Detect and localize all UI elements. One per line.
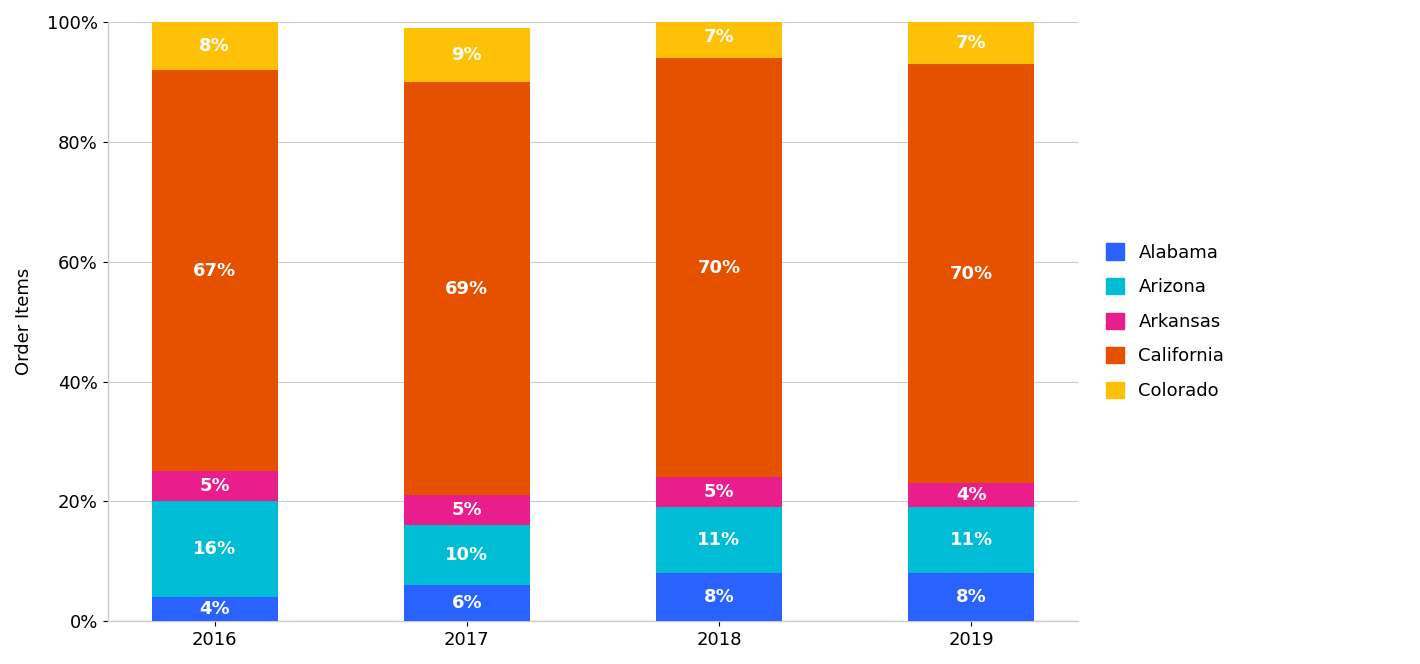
Text: 7%: 7% xyxy=(956,34,987,52)
Text: 11%: 11% xyxy=(950,531,993,549)
Y-axis label: Order Items: Order Items xyxy=(16,268,33,375)
Bar xyxy=(152,70,278,471)
Text: 70%: 70% xyxy=(697,259,740,277)
Bar xyxy=(152,22,278,70)
Bar xyxy=(907,573,1034,622)
Text: 16%: 16% xyxy=(193,540,236,558)
Legend: Alabama, Arizona, Arkansas, California, Colorado: Alabama, Arizona, Arkansas, California, … xyxy=(1096,234,1234,409)
Text: 7%: 7% xyxy=(703,28,734,46)
Bar xyxy=(152,471,278,501)
Bar xyxy=(403,586,530,622)
Text: 70%: 70% xyxy=(950,265,993,283)
Bar xyxy=(656,16,782,58)
Text: 10%: 10% xyxy=(446,546,488,564)
Text: 8%: 8% xyxy=(703,588,734,606)
Bar xyxy=(656,58,782,477)
Bar xyxy=(907,507,1034,573)
Text: 8%: 8% xyxy=(199,37,230,55)
Text: 4%: 4% xyxy=(956,487,987,505)
Bar xyxy=(656,573,782,622)
Bar xyxy=(152,501,278,598)
Text: 69%: 69% xyxy=(446,280,488,297)
Bar xyxy=(403,82,530,495)
Text: 4%: 4% xyxy=(199,600,230,618)
Text: 5%: 5% xyxy=(199,477,230,495)
Bar xyxy=(403,495,530,525)
Bar xyxy=(656,507,782,573)
Text: 9%: 9% xyxy=(452,46,483,64)
Text: 11%: 11% xyxy=(697,531,740,549)
Text: 8%: 8% xyxy=(956,588,987,606)
Text: 67%: 67% xyxy=(193,262,236,280)
Text: 6%: 6% xyxy=(452,594,483,612)
Text: 5%: 5% xyxy=(703,483,734,501)
Bar xyxy=(907,64,1034,483)
Bar xyxy=(907,22,1034,64)
Bar xyxy=(656,477,782,507)
Text: 5%: 5% xyxy=(452,501,483,519)
Bar xyxy=(907,483,1034,507)
Bar xyxy=(403,525,530,586)
Bar xyxy=(403,28,530,82)
Bar xyxy=(152,598,278,622)
